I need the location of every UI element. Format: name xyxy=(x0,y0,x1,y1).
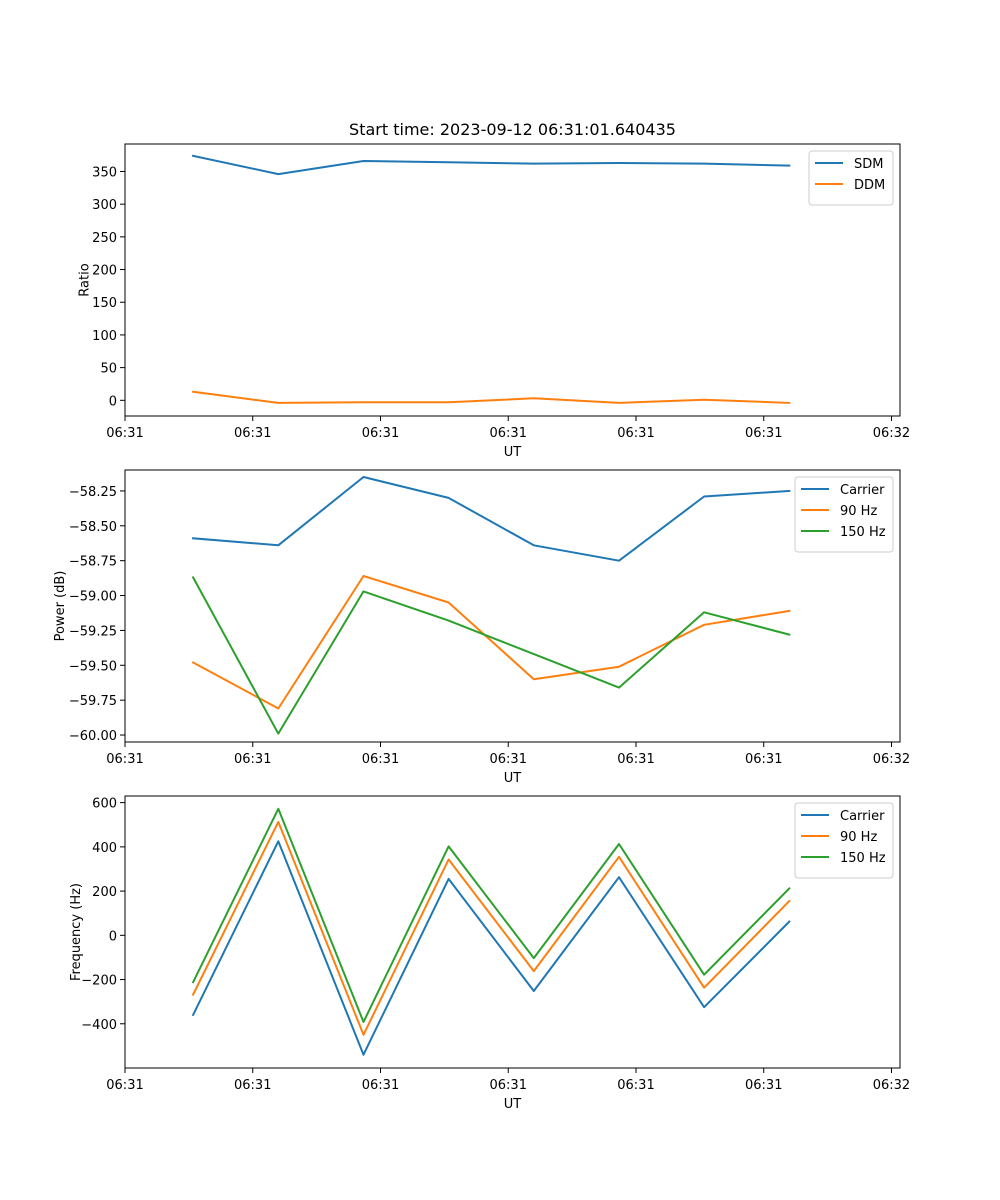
series-line-carrier xyxy=(192,476,791,562)
series-line-ddm xyxy=(191,390,791,404)
y-tick-label: −60.00 xyxy=(69,729,117,744)
y-tick-label: 0 xyxy=(109,394,117,409)
x-tick-label: 06:31 xyxy=(362,752,399,767)
x-axis-label: UT xyxy=(504,771,522,786)
legend-label: 90 Hz xyxy=(840,830,877,845)
series-line-90-hz xyxy=(191,575,791,710)
chart-title: Start time: 2023-09-12 06:31:01.640435 xyxy=(349,120,676,139)
y-tick-label: −400 xyxy=(81,1018,117,1033)
legend-label: 90 Hz xyxy=(840,504,877,519)
x-tick-label: 06:31 xyxy=(106,1078,143,1093)
x-axis-label: UT xyxy=(504,1097,522,1112)
series-line-150-hz xyxy=(191,576,791,735)
y-tick-label: −59.75 xyxy=(69,694,117,709)
axes-frame xyxy=(124,795,901,1069)
legend-label: Carrier xyxy=(840,483,885,498)
legend: Carrier 90 Hz 150 Hz xyxy=(794,476,894,553)
axes-frame xyxy=(124,143,901,417)
y-axis-label: Frequency (Hz) xyxy=(69,883,84,981)
x-tick-label: 06:31 xyxy=(745,1078,782,1093)
x-tick-label: 06:31 xyxy=(490,752,527,767)
x-tick-label: 06:31 xyxy=(106,426,143,441)
legend-box xyxy=(794,476,894,553)
axes-frame xyxy=(124,469,901,743)
y-tick-label: 200 xyxy=(92,885,117,900)
series-line-carrier xyxy=(191,840,791,1056)
legend-label: 150 Hz xyxy=(840,851,886,866)
x-tick-label: 06:32 xyxy=(873,752,910,767)
x-tick-label: 06:31 xyxy=(745,752,782,767)
series-line-sdm xyxy=(191,154,791,176)
y-tick-label: 350 xyxy=(92,165,117,180)
y-tick-label: 150 xyxy=(92,296,117,311)
x-tick-label: 06:31 xyxy=(490,1078,527,1093)
y-tick-label: 100 xyxy=(92,329,117,344)
x-tick-label: 06:31 xyxy=(234,1078,271,1093)
x-tick-label: 06:31 xyxy=(490,426,527,441)
y-tick-label: 200 xyxy=(92,264,117,279)
x-tick-label: 06:31 xyxy=(617,426,654,441)
chart-panel-1: 06:31 06:31 06:31 06:31 06:31 06:31 06:32 0 50 10… xyxy=(77,120,910,460)
x-tick-label: 06:32 xyxy=(873,1078,910,1093)
legend: SDM DDM xyxy=(808,150,894,206)
legend-label: DDM xyxy=(854,178,885,193)
y-tick-label: 50 xyxy=(100,362,117,377)
y-tick-label: −58.50 xyxy=(69,520,117,535)
y-axis-label: Ratio xyxy=(77,263,92,296)
legend-label: SDM xyxy=(854,157,883,172)
legend-label: Carrier xyxy=(840,809,885,824)
series-line-150-hz xyxy=(191,807,791,1023)
y-tick-label: −58.75 xyxy=(69,555,117,570)
y-tick-label: −59.25 xyxy=(69,624,117,639)
series-line-90-hz xyxy=(191,820,791,1036)
y-tick-label: −59.50 xyxy=(69,659,117,674)
x-tick-label: 06:31 xyxy=(234,752,271,767)
legend-label: 150 Hz xyxy=(840,525,886,540)
legend: Carrier 90 Hz 150 Hz xyxy=(794,802,894,879)
x-axis-label: UT xyxy=(504,445,522,460)
x-tick-label: 06:32 xyxy=(873,426,910,441)
y-tick-label: 250 xyxy=(92,231,117,246)
x-tick-label: 06:31 xyxy=(234,426,271,441)
x-tick-label: 06:31 xyxy=(617,752,654,767)
y-tick-label: 0 xyxy=(109,929,117,944)
y-tick-label: 400 xyxy=(92,841,117,856)
x-tick-label: 06:31 xyxy=(362,1078,399,1093)
chart-panel-2: 06:31 06:31 06:31 06:31 06:31 06:31 06:32 −60.0… xyxy=(53,469,910,786)
y-tick-label: 600 xyxy=(92,797,117,812)
x-tick-label: 06:31 xyxy=(745,426,782,441)
x-tick-label: 06:31 xyxy=(362,426,399,441)
y-tick-label: −58.25 xyxy=(69,485,117,500)
y-tick-label: −59.00 xyxy=(69,590,117,605)
y-tick-label: −200 xyxy=(81,974,117,989)
x-tick-label: 06:31 xyxy=(617,1078,654,1093)
x-tick-label: 06:31 xyxy=(106,752,143,767)
y-tick-label: 300 xyxy=(92,198,117,213)
y-axis-label: Power (dB) xyxy=(53,571,68,642)
legend-box xyxy=(808,150,894,206)
legend-box xyxy=(794,802,894,879)
chart-panel-3: 06:31 06:31 06:31 06:31 06:31 06:31 06:32 −400 −… xyxy=(69,795,910,1112)
